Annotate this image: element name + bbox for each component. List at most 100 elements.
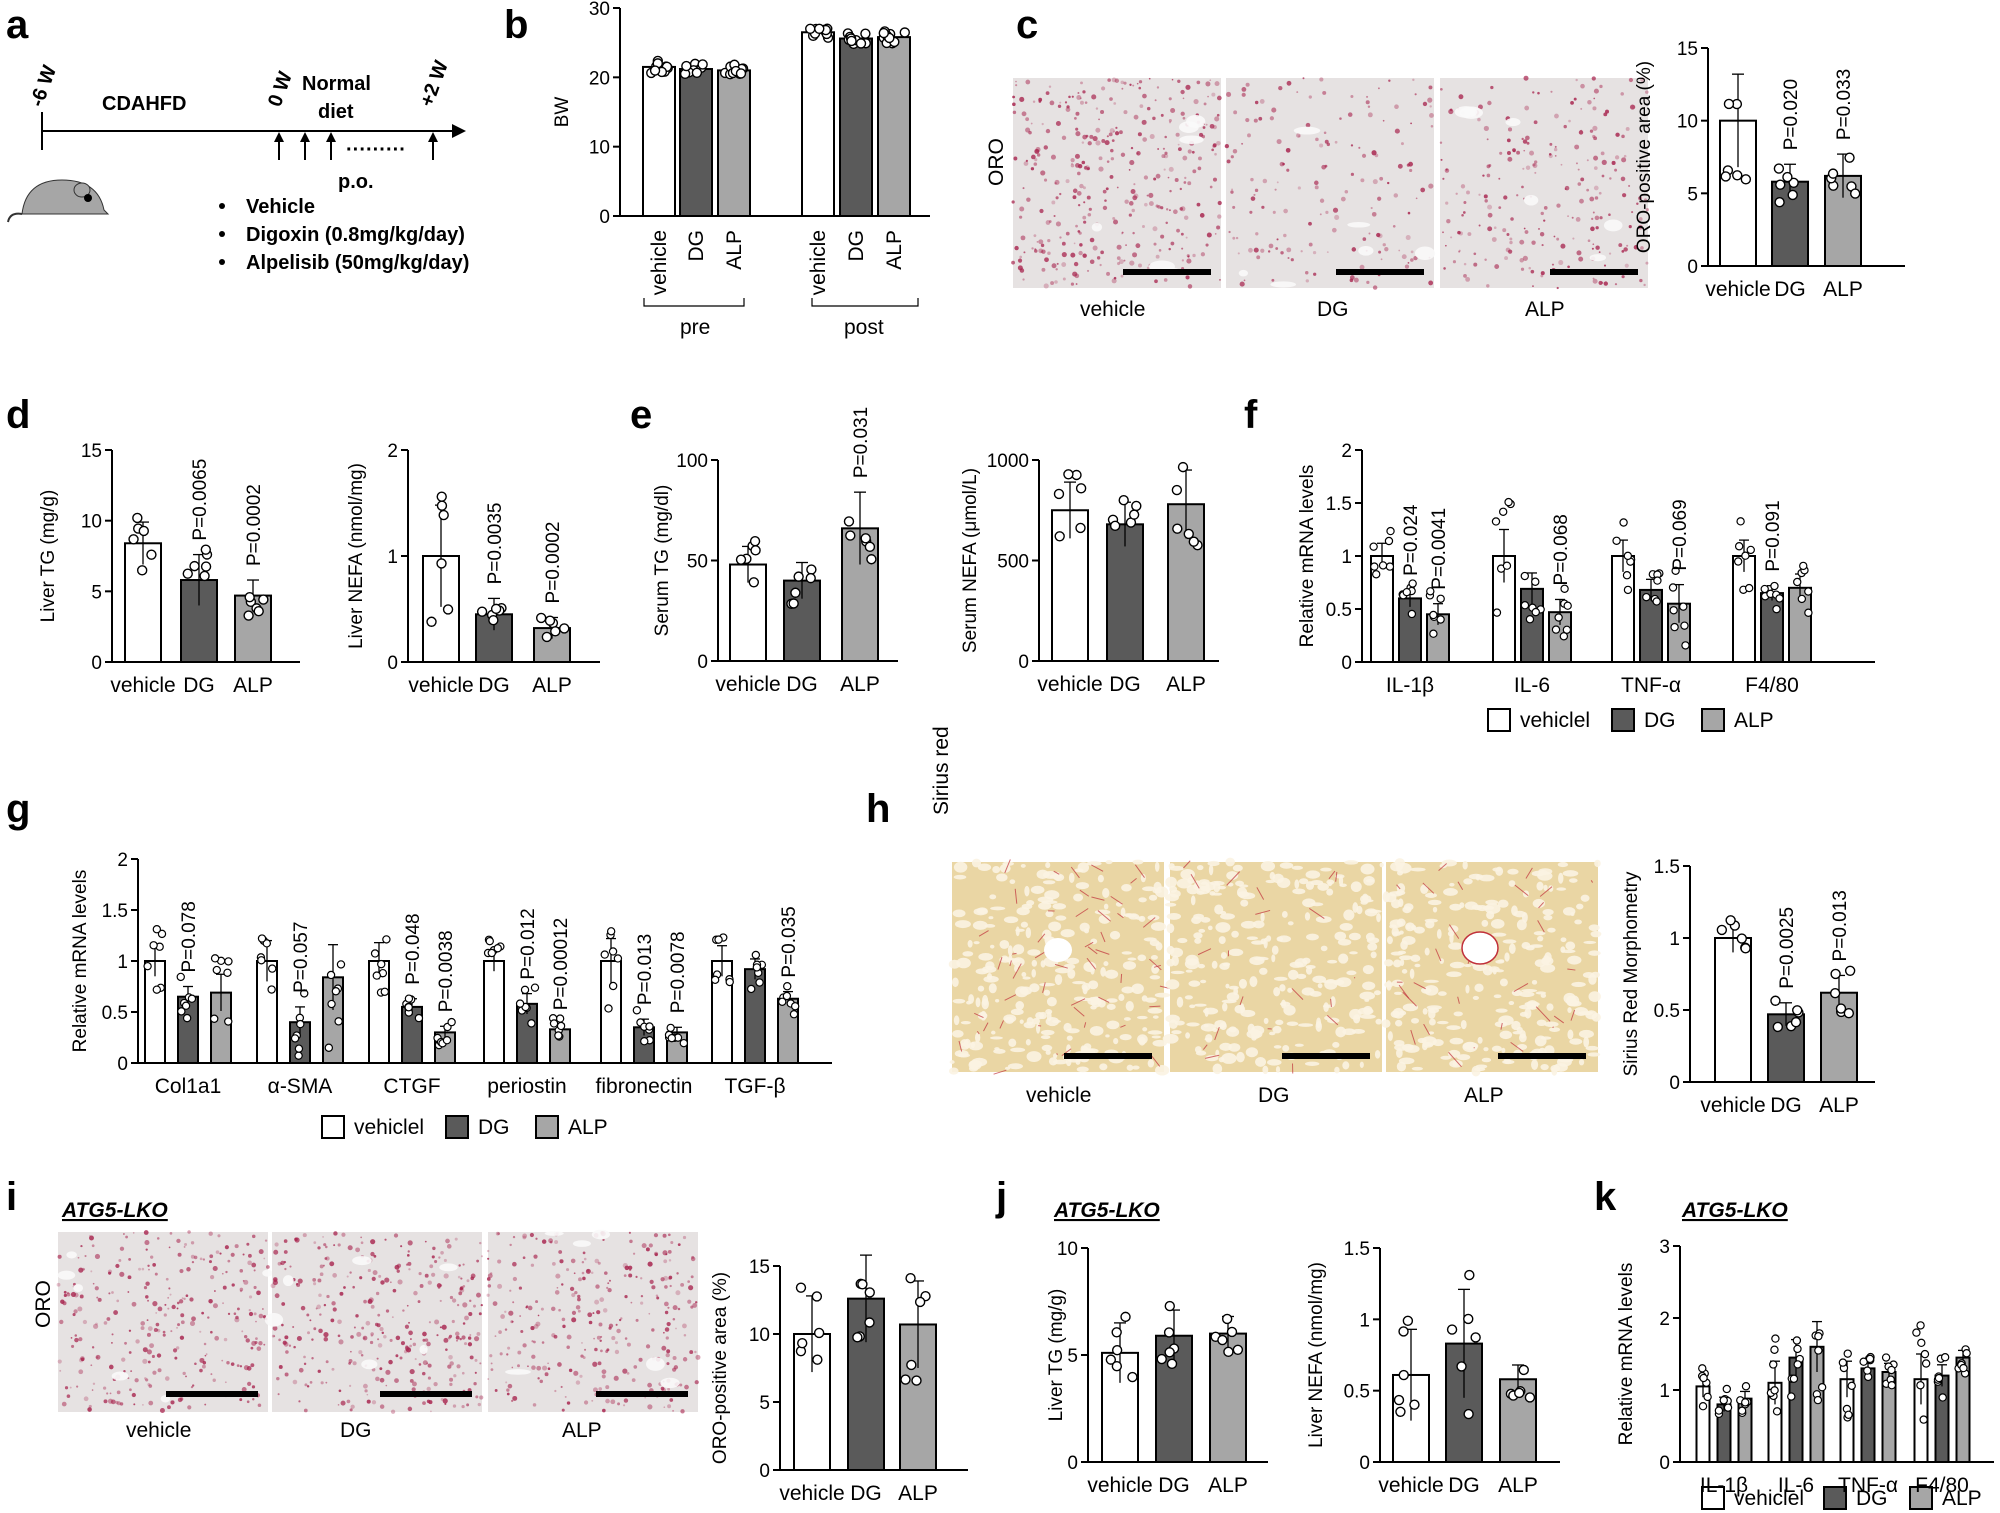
oro-i-2-lipid-dot [561, 1283, 564, 1286]
sirius-h-2-sinusoid [1464, 901, 1478, 910]
oro-i-0-lipid-dot [176, 1301, 180, 1305]
x-category-label-i: DG [850, 1482, 882, 1505]
oro-i-2-lipid-dot [557, 1362, 562, 1367]
sirius-h-0-sinusoid [1045, 1016, 1060, 1027]
sirius-h-0-sinusoid [1154, 861, 1160, 872]
oro-i-2-lipid-dot [512, 1301, 515, 1304]
oro-c-0-lipid-dot [1125, 244, 1127, 247]
data-point-i [905, 1273, 916, 1284]
oro-c-0-lipid-dot [1092, 245, 1098, 251]
oro-i-0-lipid-dot [90, 1364, 93, 1367]
oro-i-2-lipid-dot [512, 1261, 517, 1267]
oro-c-2-lipid-dot [1523, 149, 1526, 152]
data-point-h [1792, 1005, 1803, 1016]
sirius-h-1-sinusoid [1185, 969, 1193, 973]
sirius-h-1-fiber [1197, 948, 1212, 956]
x-category-label-b: ALP [723, 230, 746, 270]
oro-c-0-lipid-dot [1074, 153, 1080, 159]
oro-i-1-vessel [361, 1359, 378, 1370]
oro-c-2-lipid-dot [1592, 277, 1595, 280]
oro-i-1-lipid-dot [274, 1242, 279, 1247]
data-point-c [1849, 188, 1861, 199]
sirius-h-0-sinusoid [1155, 1065, 1170, 1076]
data-point-d2 [541, 631, 553, 643]
oro-c-0-lipid-dot [1079, 183, 1084, 189]
oro-c-2-lipid-dot [1533, 120, 1538, 125]
oro-i-2-lipid-dot [667, 1249, 672, 1254]
oro-c-0-lipid-dot [1100, 250, 1104, 255]
oro-c-2-lipid-dot [1571, 216, 1574, 219]
x-category-label-k: TNF-α [1838, 1474, 1898, 1497]
oro-c-0-lipid-dot [1089, 237, 1095, 243]
oro-c-1-lipid-dot [1283, 208, 1288, 214]
oro-i-0-lipid-dot [59, 1319, 64, 1325]
oro-c-0-lipid-dot [1019, 206, 1025, 212]
oro-i-2-vessel [544, 1231, 564, 1236]
oro-i-2-lipid-dot [487, 1284, 492, 1288]
data-point-f [1746, 545, 1755, 555]
oro-i-2-lipid-dot [649, 1279, 654, 1284]
oro-c-2-lipid-dot [1639, 278, 1643, 283]
sirius-h-0-fiber [1091, 896, 1105, 901]
oro-i-1-lipid-dot [406, 1304, 409, 1307]
sirius-h-2-sinusoid [1410, 867, 1426, 872]
data-point-g [487, 948, 496, 958]
oro-c-1-lipid-dot [1262, 178, 1268, 184]
oro-i-1-lipid-dot [477, 1402, 482, 1407]
oro-i-0-lipid-dot [123, 1233, 125, 1235]
oro-i-1-vessel [352, 1256, 372, 1266]
oro-c-0-lipid-dot [1163, 278, 1168, 282]
x-category-label-e2: DG [1109, 673, 1141, 696]
sirius-h-0-sinusoid [948, 959, 961, 969]
treatment-vehicle: Vehicle [246, 196, 315, 218]
y-tick-label-f: 0.5 [1326, 600, 1352, 621]
oro-i-2-lipid-dot [676, 1272, 679, 1275]
oro-c-1-lipid-dot [1300, 250, 1303, 253]
oro-i-1-lipid-dot [408, 1268, 411, 1271]
sirius-h-0-sinusoid [1010, 1047, 1026, 1053]
sirius-h-2-sinusoid [1511, 905, 1518, 916]
oro-i-0-lipid-dot [66, 1292, 71, 1297]
oro-c-0-lipid-dot [1112, 216, 1116, 220]
oro-i-2-lipid-dot [690, 1305, 694, 1309]
sirius-h-0-sinusoid [977, 985, 985, 992]
oro-c-1-lipid-dot [1226, 159, 1231, 164]
oro-i-0-lipid-dot [177, 1252, 182, 1257]
sirius-h-1-sinusoid [1255, 1057, 1267, 1067]
data-point-g [262, 939, 271, 948]
data-point-h [1829, 987, 1841, 999]
oro-c-0-lipid-dot [1171, 78, 1174, 81]
oro-i-2-lipid-dot [682, 1235, 687, 1240]
data-point-f [1653, 576, 1662, 585]
oro-c-0-lipid-dot [1047, 251, 1051, 256]
data-point-f [1679, 602, 1688, 611]
data-point-g [331, 987, 341, 996]
oro-i-0-lipid-dot [66, 1291, 70, 1295]
oro-c-2-lipid-dot [1522, 167, 1525, 170]
oro-i-2-lipid-dot [547, 1367, 551, 1371]
oro-i-1-lipid-dot [376, 1357, 379, 1360]
oro-c-2-lipid-dot [1463, 262, 1467, 266]
oro-i-2-lipid-dot [662, 1233, 667, 1238]
oro-c-0-lipid-dot [1130, 189, 1136, 194]
oro-i-1-lipid-dot [358, 1350, 363, 1355]
sirius-h-0-fiber [976, 1030, 980, 1035]
data-point-f [1436, 594, 1445, 603]
oro-c-0-lipid-dot [1022, 278, 1025, 281]
sirius-h-0-sinusoid [1040, 1035, 1051, 1040]
oro-i-1-lipid-dot [461, 1371, 465, 1375]
sirius-h-1-sinusoid [1376, 912, 1381, 923]
x-category-label-e1: vehicle [715, 673, 780, 696]
sirius-h-1-sinusoid [1200, 917, 1211, 923]
oro-i-2-lipid-dot [607, 1287, 612, 1293]
oro-i-2-lipid-dot [533, 1324, 539, 1329]
data-point-j1 [1111, 1361, 1123, 1372]
sirius-h-1-sinusoid [1162, 1033, 1179, 1044]
oro-c-2-lipid-dot [1570, 100, 1574, 105]
y-tick-label-f: 2 [1341, 441, 1352, 462]
data-point-k [1792, 1336, 1802, 1345]
oro-i-2-lipid-dot [571, 1310, 577, 1315]
oro-c-2-lipid-dot [1575, 162, 1578, 165]
panel-letter-f: f [1244, 393, 1258, 437]
oro-c-1-lipid-dot [1339, 117, 1342, 120]
